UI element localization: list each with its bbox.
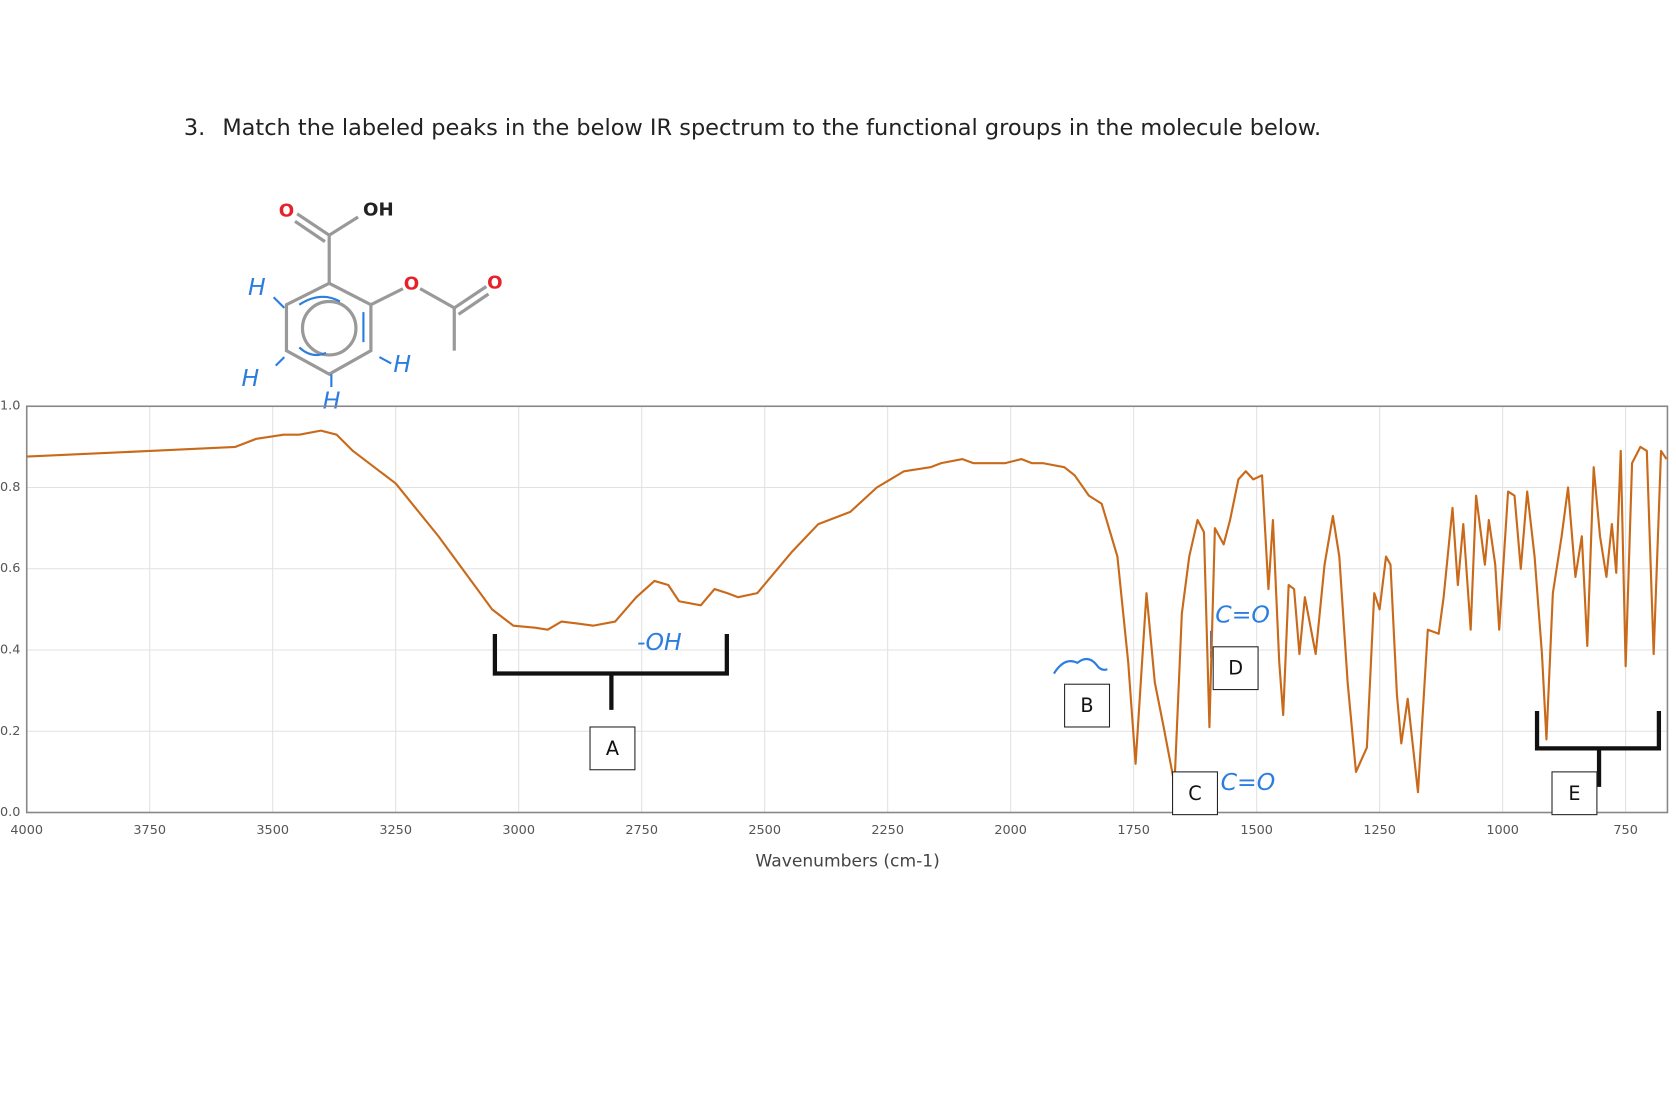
x-tick-label: 3500 <box>256 823 289 838</box>
aromatic-circle <box>300 299 358 357</box>
y-tick-label: 0.2 <box>0 724 20 739</box>
y-tick-label: 1.0 <box>0 399 20 414</box>
x-axis-label: Wavenumbers (cm-1) <box>755 852 939 872</box>
bond <box>294 219 326 243</box>
y-tick-label: 0.6 <box>0 561 20 576</box>
x-tick-label: 2250 <box>871 823 904 838</box>
handwritten-h: H <box>242 364 260 392</box>
handwritten-note: C=O <box>1221 768 1276 796</box>
y-tick-label: 0.0 <box>0 805 20 820</box>
handwritten-h: H <box>393 350 411 378</box>
peak-label-box <box>1172 771 1218 816</box>
x-tick-label: 1250 <box>1363 823 1396 838</box>
brace <box>1534 710 1662 787</box>
bond <box>328 215 359 237</box>
atom-label: OH <box>363 200 394 221</box>
x-tick-label: 4000 <box>10 823 43 838</box>
handwritten-squiggle <box>1053 658 1108 675</box>
x-tick-label: 2500 <box>748 823 781 838</box>
y-tick-label: 0.4 <box>0 643 20 658</box>
atom-label: O <box>487 272 502 293</box>
peak-label-box <box>1212 646 1259 691</box>
bond <box>419 287 456 310</box>
peak-label-box <box>1064 683 1111 728</box>
question-number: 3. <box>184 115 205 141</box>
bond <box>457 292 490 316</box>
handwritten-note: -OH <box>637 628 682 656</box>
plot-frame <box>25 405 1669 814</box>
peak-label: A <box>606 737 619 760</box>
peak-label: C <box>1188 782 1201 805</box>
handwritten-note: C=O <box>1215 600 1270 628</box>
atom-label: O <box>404 273 419 294</box>
handwritten-marks <box>272 295 1213 675</box>
peak-label: B <box>1080 694 1093 717</box>
x-tick-label: 1500 <box>1240 823 1273 838</box>
peak-label-box <box>1551 771 1598 816</box>
bond <box>296 212 331 237</box>
x-tick-label: 1750 <box>1117 823 1150 838</box>
x-tick-label: 3250 <box>379 823 412 838</box>
atom-label: O <box>279 201 294 222</box>
peak-label-box <box>589 726 636 771</box>
x-tick-label: 1000 <box>1486 823 1519 838</box>
braces <box>492 633 1662 787</box>
brace <box>492 633 729 710</box>
molecule <box>284 212 490 377</box>
x-tick-label: 750 <box>1613 823 1637 838</box>
handwritten-h: H <box>323 386 341 414</box>
peak-label: D <box>1228 657 1243 680</box>
peak-label: E <box>1568 782 1580 805</box>
x-tick-label: 3000 <box>502 823 535 838</box>
x-tick-label: 2750 <box>625 823 658 838</box>
x-tick-label: 3750 <box>133 823 166 838</box>
bond <box>370 287 404 307</box>
handwritten-stroke <box>272 295 392 388</box>
plot: 0.0 0.2 0.4 0.6 0.8 1.0 4000 3750 3500 3250 3000 27… <box>0 399 1669 838</box>
x-tick-label: 2000 <box>994 823 1027 838</box>
handwritten-h: H <box>248 273 266 301</box>
y-tick-label: 0.8 <box>0 480 20 495</box>
question-text: Match the labeled peaks in the below IR … <box>222 115 1321 141</box>
bond <box>453 285 488 310</box>
spectrum-line <box>26 429 1668 794</box>
